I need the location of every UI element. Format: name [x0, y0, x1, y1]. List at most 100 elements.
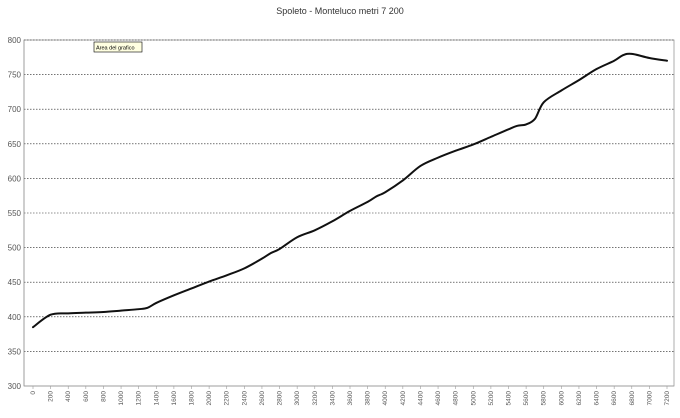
data-point[interactable]	[243, 267, 246, 270]
y-axis-ticks: 300 350 400 450 500 550 600 650 700 750 800	[8, 36, 22, 391]
data-point[interactable]	[349, 210, 351, 212]
x-tick-label: 5400	[506, 391, 513, 406]
data-point[interactable]	[516, 125, 519, 127]
data-point[interactable]	[384, 191, 387, 194]
data-point[interactable]	[313, 229, 316, 232]
data-point[interactable]	[534, 118, 536, 120]
x-tick-label: 1000	[118, 391, 125, 406]
x-tick-label: 400	[65, 391, 72, 402]
chart-area-tooltip: Area del grafico	[93, 41, 143, 53]
data-point[interactable]	[225, 274, 228, 277]
x-tick-label: 3600	[347, 391, 354, 406]
data-point[interactable]	[85, 311, 87, 314]
data-point[interactable]	[137, 308, 140, 310]
x-tick-label: 3200	[312, 391, 319, 406]
data-point[interactable]	[208, 280, 210, 283]
x-tick-label: 4000	[382, 391, 389, 406]
data-point[interactable]	[375, 195, 378, 198]
y-tick-label: 400	[8, 313, 22, 322]
y-tick-label: 700	[8, 105, 22, 114]
data-point[interactable]	[190, 287, 193, 290]
x-tick-label: 5800	[541, 391, 548, 406]
x-tick-label: 1600	[171, 391, 178, 406]
x-tick-label: 1800	[189, 391, 196, 406]
x-tick-label: 2600	[259, 391, 266, 406]
x-tick-label: 6000	[558, 391, 565, 406]
data-point[interactable]	[560, 89, 563, 92]
x-tick-label: 3000	[294, 391, 301, 406]
x-tick-label: 7000	[646, 391, 653, 406]
x-tick-label: 5200	[488, 391, 495, 406]
x-tick-label: 4600	[435, 391, 442, 406]
data-point[interactable]	[102, 311, 105, 313]
x-tick-label: 1200	[136, 391, 143, 406]
x-tick-label: 2200	[224, 391, 231, 406]
data-point[interactable]	[32, 326, 34, 328]
x-tick-label: 1400	[153, 391, 160, 406]
x-tick-label: 800	[100, 391, 107, 402]
x-tick-label: 0	[30, 391, 37, 395]
gridlines	[24, 39, 674, 352]
x-tick-label: 200	[48, 391, 55, 402]
x-tick-label: 7200	[664, 391, 671, 406]
data-point[interactable]	[454, 149, 457, 152]
data-point[interactable]	[648, 57, 651, 59]
y-tick-label: 750	[8, 71, 22, 80]
data-point[interactable]	[296, 236, 298, 239]
x-tick-label: 3800	[365, 391, 372, 406]
data-point[interactable]	[173, 294, 175, 297]
y-tick-label: 500	[8, 244, 22, 253]
x-tick-label: 2800	[277, 391, 284, 406]
x-tick-label: 5000	[470, 391, 477, 406]
data-point[interactable]	[578, 79, 580, 81]
x-tick-label: 6400	[594, 391, 601, 406]
series-layer	[32, 52, 668, 329]
x-tick-label: 600	[83, 391, 90, 402]
x-tick-label: 2000	[206, 391, 213, 406]
y-tick-label: 300	[8, 382, 22, 391]
data-point[interactable]	[402, 179, 404, 182]
y-tick-label: 600	[8, 174, 22, 183]
y-tick-label: 800	[8, 36, 22, 45]
data-point[interactable]	[630, 53, 633, 55]
data-point[interactable]	[261, 257, 263, 260]
tooltip-text: Area del grafico	[96, 46, 135, 52]
tooltip-box	[93, 41, 143, 53]
data-point[interactable]	[146, 307, 149, 309]
data-point[interactable]	[507, 128, 510, 131]
data-point[interactable]	[419, 165, 422, 167]
data-point[interactable]	[269, 252, 272, 254]
x-tick-label: 6800	[629, 391, 636, 406]
data-point[interactable]	[542, 101, 545, 104]
data-point[interactable]	[278, 248, 281, 250]
data-point[interactable]	[366, 201, 369, 203]
x-tick-label: 3400	[329, 391, 336, 406]
x-tick-label: 4400	[417, 391, 424, 406]
data-point[interactable]	[490, 136, 492, 138]
data-point[interactable]	[622, 54, 624, 57]
x-tick-label: 6200	[576, 391, 583, 406]
y-tick-label: 450	[8, 278, 22, 287]
data-point[interactable]	[331, 220, 334, 223]
data-point[interactable]	[472, 143, 475, 146]
x-tick-label: 5600	[523, 391, 530, 406]
x-tick-label: 2400	[241, 391, 248, 406]
y-tick-label: 650	[8, 140, 22, 149]
data-point[interactable]	[437, 156, 439, 159]
x-tick-label: 4200	[400, 391, 407, 406]
data-point[interactable]	[595, 68, 598, 70]
x-tick-label: 6600	[611, 391, 618, 406]
y-tick-label: 350	[8, 347, 22, 356]
data-point[interactable]	[67, 312, 70, 315]
data-point[interactable]	[525, 123, 527, 126]
data-point[interactable]	[666, 59, 668, 62]
x-tick-label: 4800	[453, 391, 460, 406]
chart-title: Spoleto - Monteluco metri 7 200	[276, 6, 404, 16]
data-point[interactable]	[613, 59, 615, 62]
data-point[interactable]	[49, 313, 52, 316]
data-point[interactable]	[120, 309, 122, 312]
x-axis-ticks: 0 200 400 600 800 1000 1200 1400 1600 1800 2000 220…	[30, 386, 671, 405]
data-point[interactable]	[155, 302, 158, 304]
y-tick-label: 550	[8, 209, 22, 218]
